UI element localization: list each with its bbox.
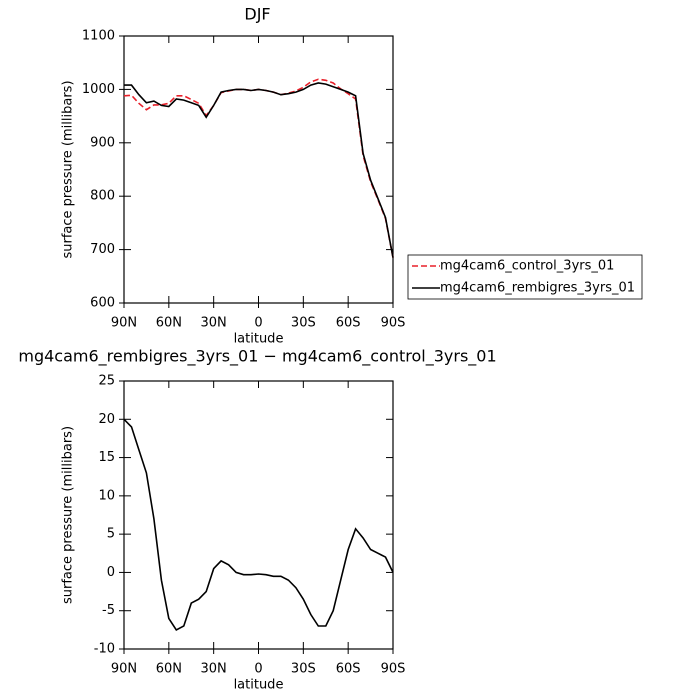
- legend-label: mg4cam6_control_3yrs_01: [440, 259, 614, 274]
- y-tick-label: 1000: [82, 82, 115, 97]
- plot-frame: [123, 380, 394, 650]
- y-tick-label: -5: [102, 603, 115, 618]
- y-tick-label: 1100: [82, 29, 115, 44]
- x-tick-label: 90N: [111, 316, 137, 331]
- series-line: [123, 418, 394, 631]
- plot-frame: [123, 35, 394, 304]
- chart-title: mg4cam6_rembigres_3yrs_01 − mg4cam6_cont…: [18, 347, 496, 367]
- y-tick-label: 10: [98, 488, 115, 503]
- x-tick-label: 90S: [381, 316, 406, 331]
- x-tick-label: 30N: [201, 662, 227, 677]
- x-tick-label: 60N: [156, 662, 182, 677]
- y-tick-label: 15: [98, 450, 115, 465]
- x-tick-label: 0: [254, 662, 262, 677]
- x-tick-label: 30N: [201, 316, 227, 331]
- x-axis-label: latitude: [234, 332, 284, 347]
- legend-box: [407, 254, 643, 300]
- x-tick-label: 30S: [291, 316, 316, 331]
- y-axis-label: surface pressure (millibars): [61, 80, 76, 258]
- series-line: [124, 82, 394, 258]
- y-tick-label: 600: [90, 296, 115, 311]
- y-axis-label: surface pressure (millibars): [61, 426, 76, 604]
- y-tick-label: 5: [107, 527, 115, 542]
- x-tick-label: 90N: [111, 662, 137, 677]
- y-tick-label: -10: [94, 642, 115, 657]
- x-tick-label: 60S: [336, 662, 361, 677]
- x-tick-label: 0: [254, 316, 262, 331]
- y-tick-label: 0: [107, 565, 115, 580]
- chart-title: DJF: [244, 5, 270, 24]
- y-tick-label: 25: [98, 374, 115, 389]
- x-tick-label: 60S: [336, 316, 361, 331]
- x-axis-label: latitude: [234, 678, 284, 693]
- y-tick-label: 700: [90, 242, 115, 257]
- x-tick-label: 30S: [291, 662, 316, 677]
- x-tick-label: 90S: [381, 662, 406, 677]
- y-tick-label: 900: [90, 135, 115, 150]
- x-tick-label: 60N: [156, 316, 182, 331]
- y-tick-label: 800: [90, 189, 115, 204]
- legend-label: mg4cam6_rembigres_3yrs_01: [440, 281, 635, 296]
- y-tick-label: 20: [98, 412, 115, 427]
